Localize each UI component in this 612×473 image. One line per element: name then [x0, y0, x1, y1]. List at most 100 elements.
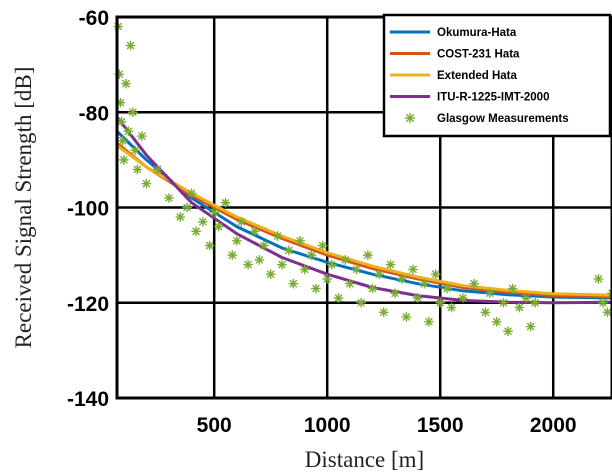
measurement-point — [186, 188, 197, 199]
measurement-point — [498, 297, 509, 308]
measurement-point — [408, 264, 418, 275]
measurement-point — [340, 254, 351, 265]
measurement-point — [182, 202, 192, 213]
measurement-point — [152, 164, 163, 175]
measurement-point — [446, 302, 457, 313]
measurement-point — [491, 316, 502, 327]
measurement-point — [295, 235, 305, 246]
measurement-point — [430, 269, 441, 280]
legend-label: Extended Hata — [437, 70, 517, 82]
legend-label: COST-231 Hata — [437, 49, 520, 61]
measurement-point — [141, 178, 152, 189]
measurement-point — [396, 274, 407, 284]
measurement-point — [442, 283, 452, 294]
measurement-point — [197, 216, 208, 227]
measurement-point — [283, 245, 294, 256]
measurement-point — [385, 259, 396, 270]
measurement-point — [530, 297, 541, 308]
measurement-point — [227, 250, 238, 261]
measurement-point — [127, 107, 138, 118]
y-tick-label: -80 — [79, 102, 109, 125]
measurement-point — [351, 264, 362, 275]
y-tick-label: -60 — [79, 7, 109, 30]
measurement-point — [272, 231, 283, 241]
measurement-point — [344, 278, 355, 289]
measurement-point — [164, 193, 174, 203]
measurement-point — [602, 307, 612, 318]
series-line-cost-231-hata — [116, 142, 612, 299]
measurement-point — [521, 293, 532, 303]
x-tick-label: 1500 — [417, 414, 464, 437]
x-tick-label: 1000 — [304, 414, 351, 437]
measurement-point — [326, 259, 337, 270]
measurement-point — [435, 297, 446, 308]
measurement-point — [514, 302, 525, 313]
measurement-point — [362, 250, 373, 261]
measurement-point — [485, 288, 495, 299]
measurement-point — [220, 197, 231, 208]
measurement-point — [130, 145, 140, 156]
measurement-point — [116, 116, 127, 127]
measurement-point — [306, 250, 317, 261]
measurement-point — [204, 240, 215, 251]
measurement-point — [277, 259, 287, 270]
plot-frame — [115, 15, 612, 400]
measurement-point — [367, 283, 378, 294]
measurement-point — [317, 240, 328, 251]
measurement-point — [132, 164, 143, 175]
measurement-point — [401, 312, 412, 322]
measurement-point — [322, 274, 333, 284]
measurement-point — [480, 307, 491, 318]
measurement-point — [457, 293, 468, 303]
y-tick-labels: -60 -80 -100 -120 -140 — [67, 7, 109, 411]
measurement-point — [469, 278, 480, 289]
measurement-point — [598, 297, 608, 308]
measurement-point — [378, 307, 389, 318]
measurement-point — [117, 135, 128, 146]
measurement-point — [249, 226, 260, 237]
measurement-point — [136, 131, 147, 141]
measurement-point — [503, 326, 513, 337]
measurement-point — [175, 212, 186, 222]
measurement-point — [424, 316, 434, 327]
measurement-point — [525, 321, 536, 332]
legend-label: ITU-R-1225-IMT-2000 — [437, 92, 549, 104]
legend-label: Okumura-Hata — [437, 27, 517, 39]
measurement-point — [243, 259, 253, 270]
measurement-point — [607, 288, 612, 299]
measurement-point — [299, 264, 310, 275]
measurement-point — [236, 216, 247, 227]
y-axis-title: Received Signal Strength [dB] — [11, 67, 36, 349]
legend-marker — [404, 112, 416, 124]
legend-label: Glasgow Measurements — [437, 113, 569, 125]
measurement-point — [333, 293, 344, 303]
measurement-point — [121, 78, 131, 89]
measurement-point — [231, 235, 242, 246]
x-axis-title: Distance [m] — [305, 447, 424, 472]
x-tick-label: 500 — [197, 414, 232, 437]
measurement-point — [265, 269, 276, 280]
x-tick-label: 2000 — [530, 414, 577, 437]
measurement-point — [593, 274, 604, 284]
measurement-point — [412, 293, 423, 303]
measurement-point — [254, 254, 265, 265]
measurement-point — [125, 40, 136, 51]
measurement-point — [209, 207, 220, 218]
x-tick-labels: 500 1000 1500 2000 — [197, 414, 577, 437]
measurement-point — [191, 226, 202, 237]
measurement-point — [390, 288, 400, 299]
measurement-point — [356, 297, 367, 308]
legend: Okumura-Hata COST-231 Hata Extended Hata IT… — [382, 13, 612, 138]
measurement-point — [288, 278, 299, 289]
y-tick-label: -140 — [67, 388, 109, 411]
measurement-point — [419, 278, 430, 289]
y-tick-label: -100 — [67, 198, 109, 221]
measurement-point — [259, 240, 269, 251]
measurement-point — [213, 221, 224, 232]
measurement-points — [113, 21, 612, 337]
measurement-point — [123, 126, 134, 137]
measurement-point — [118, 154, 129, 165]
measurement-point — [507, 283, 518, 294]
measurement-point — [311, 283, 321, 294]
